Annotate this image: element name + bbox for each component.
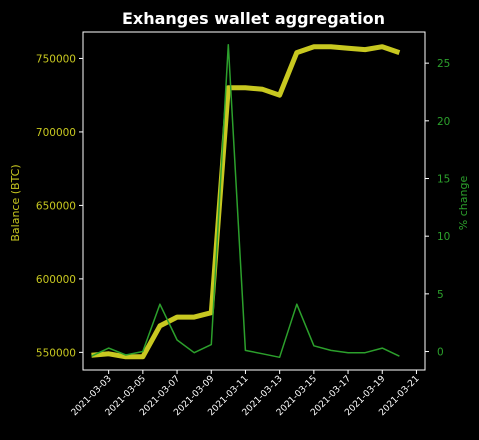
plot-frame	[82, 31, 426, 371]
balance-series-line	[91, 44, 401, 360]
y-left-tick-label: 700000	[36, 127, 76, 139]
y-left-tick-label: 750000	[36, 53, 76, 65]
y-left-tick-label: 650000	[36, 200, 76, 212]
y-left-tick-label: 600000	[36, 274, 76, 286]
y-right-tick-label: 0	[437, 347, 444, 359]
y-right-tick-label: 25	[437, 58, 450, 70]
y-right-tick-label: 5	[437, 289, 444, 301]
chart-title: Exhanges wallet aggregation	[122, 9, 385, 28]
y-axis-right-label: % change	[457, 176, 470, 231]
percent-change-series-line	[91, 43, 400, 359]
y-left-tick-label: 550000	[36, 347, 76, 359]
plot-area: 550000 600000 650000 700000 750000 0 5 10 15 20 25…	[36, 31, 450, 418]
y-right-tick-label: 15	[437, 174, 450, 186]
y-axis-left-label: Balance (BTC)	[9, 164, 22, 241]
y-right-tick-label: 10	[437, 231, 450, 243]
y-right-tick-label: 20	[437, 116, 450, 128]
